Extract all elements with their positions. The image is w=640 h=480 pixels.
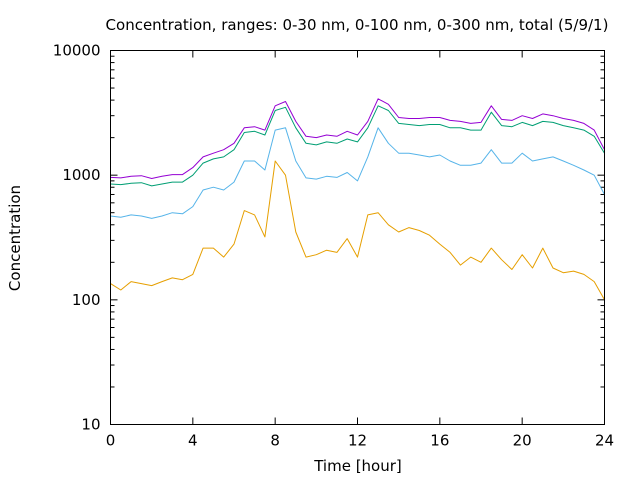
- x-tick-label: 24: [595, 432, 614, 450]
- series-line-2: [110, 127, 605, 219]
- x-tick-label: 20: [513, 432, 532, 450]
- y-tick-label: 10: [81, 416, 100, 434]
- series-line-3: [110, 105, 605, 187]
- y-tick-label: 100: [72, 291, 101, 309]
- x-tick-label: 8: [270, 432, 280, 450]
- x-axis-label: Time [hour]: [313, 457, 402, 475]
- series-line-4: [110, 98, 605, 179]
- x-tick-label: 0: [106, 432, 116, 450]
- y-axis-label: Concentration: [6, 185, 24, 291]
- x-tick-label: 12: [348, 432, 367, 450]
- chart-title: Concentration, ranges: 0-30 nm, 0-100 nm…: [106, 16, 609, 34]
- plot-frame: [110, 50, 605, 425]
- axis-ticks: 0 4 8 12 16 20 24 10 100 1000 10000: [53, 42, 614, 450]
- x-tick-label: 16: [430, 432, 449, 450]
- y-tick-label: 10000: [53, 42, 101, 60]
- series-group: [110, 98, 605, 301]
- series-line-1: [110, 160, 605, 301]
- y-tick-label: 1000: [62, 166, 100, 184]
- x-tick-label: 4: [188, 432, 198, 450]
